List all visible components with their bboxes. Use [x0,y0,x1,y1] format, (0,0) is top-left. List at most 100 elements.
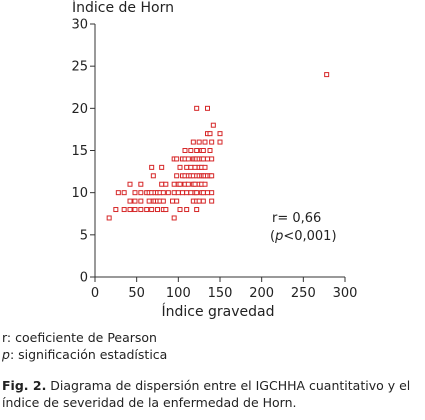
data-point [324,72,330,78]
data-point [165,190,171,196]
data-point [209,198,215,204]
x-tick-label: 50 [128,286,145,301]
data-points [106,72,330,221]
data-point [200,198,206,204]
data-point [127,181,133,187]
data-point [149,164,155,170]
data-point [192,181,198,187]
y-tick-label: 0 [80,271,88,286]
y-tick-label: 25 [71,60,88,75]
data-point [174,173,180,179]
p-value-annotation: (p<0,001) [270,229,337,244]
data-point [210,122,216,128]
data-point [207,148,213,153]
figure-caption: Fig. 2. Diagrama de dispersión entre el … [2,378,411,410]
data-point [202,164,208,170]
data-point [185,181,191,187]
x-tick-label: 150 [208,286,233,301]
data-point [163,181,169,187]
data-point [174,198,180,204]
y-tick-label: 10 [71,186,88,201]
data-point [159,181,165,187]
x-tick-label: 100 [166,286,191,301]
data-point [150,173,156,179]
data-point [138,190,144,196]
data-point [177,207,183,213]
data-point [194,207,200,213]
data-point [121,207,127,213]
data-point [209,173,215,179]
data-point [138,181,144,187]
data-point [127,198,133,204]
y-tick-label: 5 [80,228,88,243]
data-point [184,207,190,213]
data-point [174,156,180,162]
data-point [184,164,190,170]
data-point [182,148,188,153]
data-point [113,207,119,213]
data-point [217,139,223,145]
data-point [207,131,213,137]
data-point [184,190,190,196]
data-point [194,105,200,111]
data-point [202,139,208,145]
data-point [196,198,202,204]
y-tick-label: 15 [71,144,88,159]
data-point [138,198,144,204]
data-point [180,190,185,196]
data-point [149,207,155,213]
data-point [106,215,112,221]
data-point [202,181,208,187]
data-point [192,164,198,170]
data-point [163,207,169,213]
data-point [171,190,177,196]
data-point [177,181,183,187]
data-point [188,148,194,153]
data-point [170,198,175,204]
data-point [205,105,210,111]
x-axis-title: Índice gravedad [161,303,274,320]
data-point [188,190,194,196]
data-point [196,139,202,145]
data-point [146,198,152,204]
y-tick-label: 30 [71,18,88,33]
data-point [188,164,194,170]
data-point [171,181,177,187]
x-tick-label: 300 [333,286,358,301]
data-point [217,131,223,137]
scatter-chart: Índice de Horn Índice gravedad 0 5 10 15 20 2… [71,0,357,320]
data-point [171,215,177,221]
data-point [127,207,133,213]
data-point [138,207,144,213]
data-point [194,148,200,153]
data-point [159,164,165,170]
data-point [209,190,215,196]
data-point [200,156,206,162]
data-point [155,207,160,213]
x-tick-label: 250 [291,286,316,301]
data-point [200,190,206,196]
data-point [209,139,215,145]
data-point [209,156,215,162]
footnote-p: p: significación estadística [2,347,168,362]
y-tick-label: 20 [71,102,88,117]
data-point [115,190,121,196]
data-point [121,190,127,196]
data-point [175,190,181,196]
data-point [190,139,196,145]
data-point [194,190,200,196]
data-point [132,198,138,204]
data-point [205,190,210,196]
data-point [132,207,138,213]
data-point [200,148,206,153]
correlation-annotation: r= 0,66 [272,211,321,226]
y-axis-title: Índice de Horn [72,0,174,16]
data-point [160,198,166,204]
footnotes: r: coeficiente de Pearson p: significaci… [2,329,167,363]
footnote-r: r: coeficiente de Pearson [2,330,157,345]
x-tick-label: 0 [91,286,99,301]
data-point [160,190,166,196]
data-point [205,156,210,162]
data-point [185,156,191,162]
